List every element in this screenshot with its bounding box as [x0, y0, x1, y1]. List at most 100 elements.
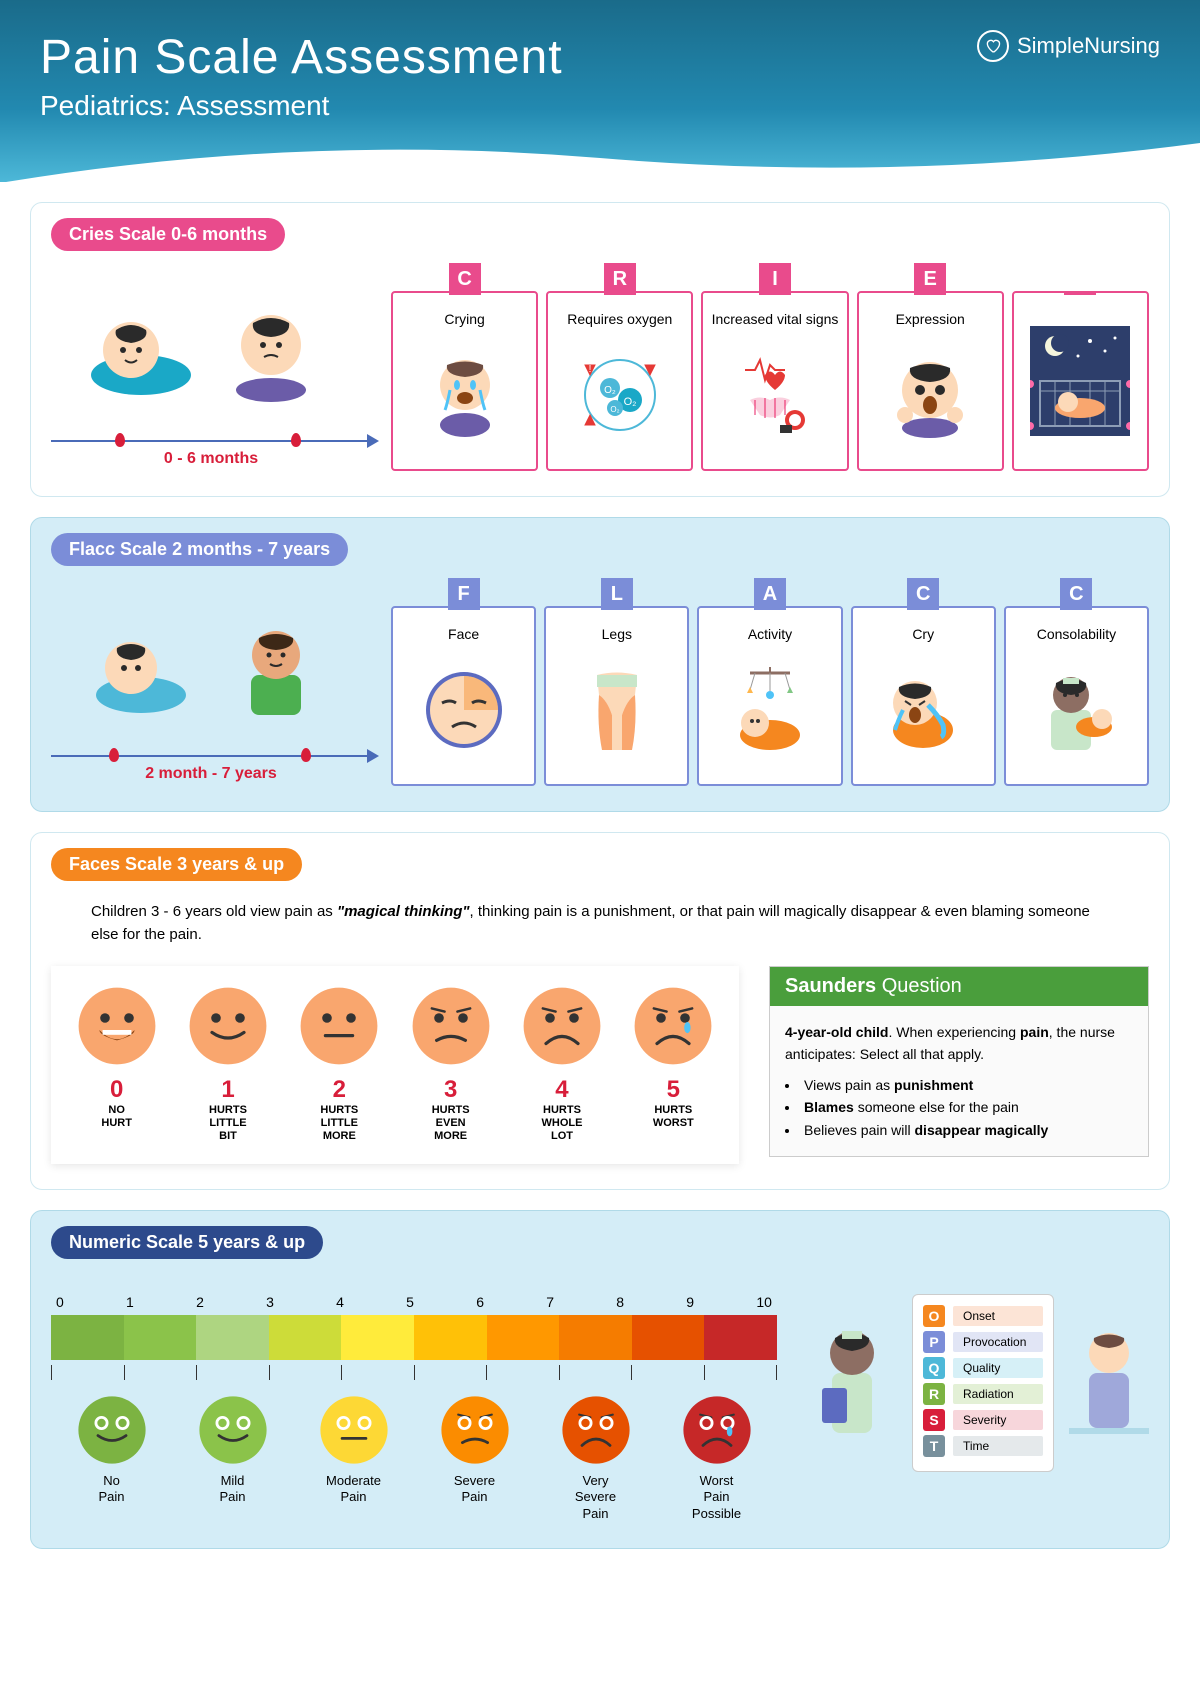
cries-letter: I — [759, 263, 791, 295]
numeric-face-2: ModeratePain — [293, 1395, 414, 1524]
flacc-card-label: Consolability — [1011, 618, 1142, 650]
flacc-card-label: Activity — [704, 618, 835, 650]
scale-segment — [559, 1315, 632, 1360]
scale-segment — [341, 1315, 414, 1360]
scale-segment — [51, 1315, 124, 1360]
cries-letter: R — [604, 263, 636, 295]
faces-section: Faces Scale 3 years & up Children 3 - 6 … — [30, 832, 1170, 1190]
opqrst-letter: T — [923, 1435, 945, 1457]
saunders-bullet-1: Blames someone else for the pain — [785, 1096, 1133, 1118]
scale-tick — [559, 1365, 560, 1380]
face-item-0: 0 NOHURT — [71, 986, 162, 1144]
scale-segment — [414, 1315, 487, 1360]
opqrst-row-2: Q Quality — [923, 1357, 1043, 1379]
cries-card-1: R Requires oxygen O₂O₂O₂! — [546, 291, 693, 471]
face-icon — [633, 986, 713, 1066]
svg-text:O₂: O₂ — [604, 385, 616, 396]
svg-text:!: ! — [588, 364, 591, 375]
opqrst-letter: O — [923, 1305, 945, 1327]
face-number: 1 — [182, 1076, 273, 1104]
flacc-letter: C — [907, 578, 939, 610]
patient-illustration — [1069, 1313, 1149, 1453]
scale-number: 0 — [56, 1294, 64, 1310]
face-icon — [188, 986, 268, 1066]
svg-text:O₂: O₂ — [610, 405, 619, 414]
face-number: 4 — [516, 1076, 607, 1104]
scale-segment — [704, 1315, 777, 1360]
flacc-card-1: L Legs — [544, 606, 689, 786]
numeric-face-label: NoPain — [51, 1473, 172, 1507]
cries-card-label: Requires oxygen — [553, 303, 686, 335]
scale-number: 2 — [196, 1294, 204, 1310]
opqrst-letter: S — [923, 1409, 945, 1431]
heart-icon — [977, 30, 1009, 62]
face-icon — [522, 986, 602, 1066]
numeric-face-label: WorstPainPossible — [656, 1473, 777, 1524]
numeric-face-icon — [77, 1395, 147, 1465]
cries-letter: C — [449, 263, 481, 295]
scale-segment — [269, 1315, 342, 1360]
face-number: 5 — [628, 1076, 719, 1104]
flacc-letter: F — [448, 578, 480, 610]
cries-section: Cries Scale 0-6 months — [30, 202, 1170, 497]
brand-logo: SimpleNursing — [977, 30, 1160, 62]
opqrst-row-0: O Onset — [923, 1305, 1043, 1327]
face-number: 2 — [294, 1076, 385, 1104]
opqrst-word: Onset — [953, 1306, 1043, 1326]
cries-card-icon — [864, 345, 997, 445]
face-label: HURTSEVENMORE — [405, 1104, 496, 1144]
flacc-letter: L — [601, 578, 633, 610]
scale-number: 8 — [616, 1294, 624, 1310]
scale-tick — [51, 1365, 52, 1380]
scale-number: 7 — [546, 1294, 554, 1310]
numeric-face-icon — [198, 1395, 268, 1465]
face-label: HURTSWORST — [628, 1104, 719, 1130]
numeric-face-label: ModeratePain — [293, 1473, 414, 1507]
opqrst-area: O Onset P Provocation Q Quality R Radiat… — [807, 1294, 1149, 1472]
numeric-face-3: SeverePain — [414, 1395, 535, 1524]
cries-card-2: I Increased vital signs — [701, 291, 848, 471]
scale-number: 1 — [126, 1294, 134, 1310]
flacc-section: Flacc Scale 2 months - 7 years — [30, 517, 1170, 812]
scale-number: 9 — [686, 1294, 694, 1310]
scale-segment — [124, 1315, 197, 1360]
face-icon — [411, 986, 491, 1066]
opqrst-word: Quality — [953, 1358, 1043, 1378]
flacc-illustration: 2 month - 7 years — [51, 610, 371, 783]
flacc-card-icon — [704, 660, 835, 760]
face-icon — [77, 986, 157, 1066]
cries-card-icon: O₂O₂O₂! — [553, 345, 686, 445]
opqrst-row-5: T Time — [923, 1435, 1043, 1457]
cries-card-4: S Sleepless — [1012, 291, 1149, 471]
saunders-question: 4-year-old child. When experiencing pain… — [785, 1021, 1133, 1066]
scale-segment — [487, 1315, 560, 1360]
cries-card-label: Expression — [864, 303, 997, 335]
opqrst-letter: R — [923, 1383, 945, 1405]
face-item-4: 4 HURTSWHOLELOT — [516, 986, 607, 1144]
opqrst-word: Radiation — [953, 1384, 1043, 1404]
numeric-face-4: VerySeverePain — [535, 1395, 656, 1524]
cries-card-label: Sleepless — [1014, 293, 1147, 325]
numeric-face-label: VerySeverePain — [535, 1473, 656, 1524]
scale-number: 6 — [476, 1294, 484, 1310]
saunders-bullet-0: Views pain as punishment — [785, 1074, 1133, 1096]
flacc-timeline-label: 2 month - 7 years — [51, 765, 371, 783]
numeric-badge: Numeric Scale 5 years & up — [51, 1226, 323, 1259]
opqrst-letter: Q — [923, 1357, 945, 1379]
flacc-card-label: Cry — [858, 618, 989, 650]
face-item-3: 3 HURTSEVENMORE — [405, 986, 496, 1144]
scale-tick — [341, 1365, 342, 1380]
scale-tick — [631, 1365, 632, 1380]
cries-card-3: E Expression — [857, 291, 1004, 471]
cries-babies-illustration: 0 - 6 months — [51, 295, 371, 468]
opqrst-row-1: P Provocation — [923, 1331, 1043, 1353]
scale-tick — [776, 1365, 777, 1380]
numeric-face-1: MildPain — [172, 1395, 293, 1524]
face-item-1: 1 HURTSLITTLEBIT — [182, 986, 273, 1144]
flacc-card-icon — [398, 660, 529, 760]
face-label: HURTSLITTLEMORE — [294, 1104, 385, 1144]
opqrst-row-4: S Severity — [923, 1409, 1043, 1431]
flacc-card-icon — [551, 660, 682, 760]
numeric-face-label: MildPain — [172, 1473, 293, 1507]
scale-segment — [196, 1315, 269, 1360]
